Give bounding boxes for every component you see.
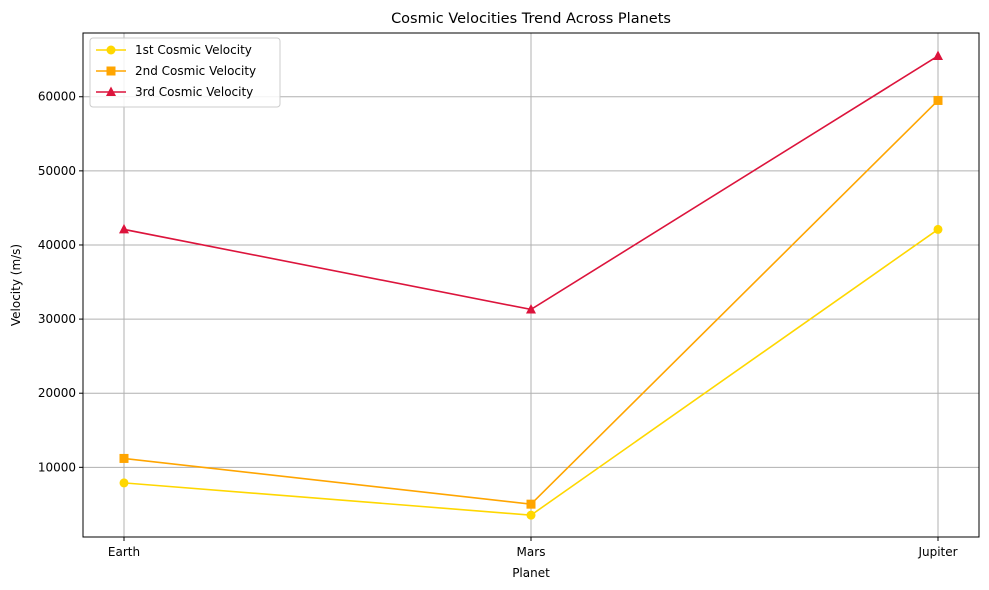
data-point xyxy=(119,223,129,234)
legend: 1st Cosmic Velocity 2nd Cosmic Velocity 3r… xyxy=(89,37,281,108)
x-tick-label: Jupiter xyxy=(917,545,957,559)
data-point xyxy=(119,453,129,463)
legend-label: 2nd Cosmic Velocity xyxy=(135,64,256,78)
y-tick-label: 60000 xyxy=(38,90,76,104)
y-tick-label: 20000 xyxy=(38,386,76,400)
data-point xyxy=(526,499,536,509)
legend-label: 1st Cosmic Velocity xyxy=(135,43,252,57)
y-tick-label: 50000 xyxy=(38,164,76,178)
data-point xyxy=(933,95,943,105)
legend-marker xyxy=(106,86,116,96)
y-axis-title: Velocity (m/s) xyxy=(9,244,23,326)
y-tick-label: 30000 xyxy=(38,312,76,326)
grid xyxy=(83,33,979,537)
ticks: 10000 20000 30000 40000 50000 60000 Earth Mars J… xyxy=(38,90,958,559)
series-layer xyxy=(119,50,943,520)
legend-label: 3rd Cosmic Velocity xyxy=(135,85,253,99)
x-tick-label: Mars xyxy=(517,545,546,559)
data-point xyxy=(526,510,536,520)
legend-marker xyxy=(106,45,116,55)
y-tick-label: 40000 xyxy=(38,238,76,252)
data-point xyxy=(119,478,129,488)
chart-title: Cosmic Velocities Trend Across Planets xyxy=(391,11,671,27)
data-point xyxy=(933,224,943,234)
legend-box xyxy=(89,37,281,108)
y-tick-label: 10000 xyxy=(38,460,76,474)
x-axis-title: Planet xyxy=(512,566,550,580)
data-point xyxy=(933,50,943,60)
x-tick-label: Earth xyxy=(108,545,140,559)
series-1 xyxy=(119,224,943,520)
legend-marker xyxy=(106,66,116,76)
series-2 xyxy=(119,95,943,509)
series-3 xyxy=(119,50,943,314)
data-point xyxy=(526,303,536,314)
